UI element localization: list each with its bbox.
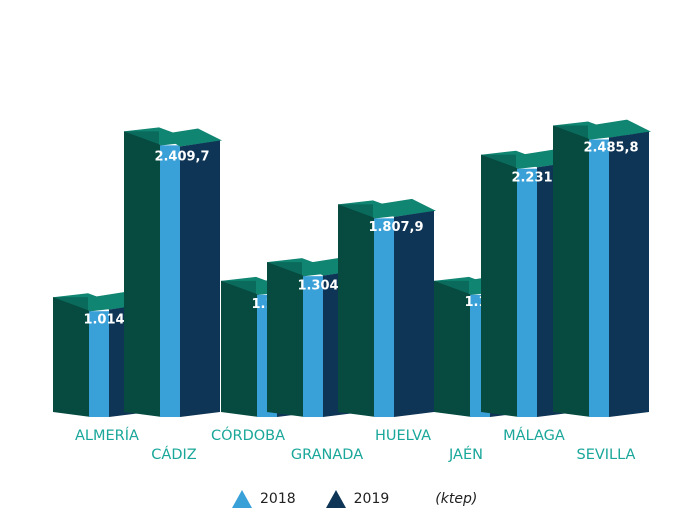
data-label-huelva: 1.807,9 xyxy=(368,220,423,235)
block-side-sevilla xyxy=(553,125,591,417)
block-side-málaga xyxy=(481,154,519,418)
legend-label-2018: 2018 xyxy=(260,491,296,507)
block-side-cádiz xyxy=(124,131,162,417)
bar-2019-huelva xyxy=(394,210,434,417)
category-label-jaén: JAÉN xyxy=(448,446,483,463)
category-label-sevilla: SEVILLA xyxy=(577,447,636,463)
bar-2019-cap-cádiz xyxy=(160,128,222,147)
data-label-cádiz: 2.409,7 xyxy=(154,150,209,165)
category-label-málaga: MÁLAGA xyxy=(503,427,565,444)
bar-2019-sevilla xyxy=(609,131,649,417)
block-side-jaén xyxy=(434,280,472,417)
category-label-córdoba: CÓRDOBA xyxy=(211,426,285,444)
legend-label-2019: 2019 xyxy=(353,491,390,507)
data-label-sevilla: 2.485,8 xyxy=(583,141,638,156)
bar-2019-cádiz xyxy=(180,140,220,417)
category-label-almería: ALMERÍA xyxy=(75,427,139,444)
block-side-huelva xyxy=(338,204,376,417)
bar-2019-cap-sevilla xyxy=(589,119,651,138)
bar-2018-almería xyxy=(89,311,109,417)
triangle-up-icon xyxy=(232,490,252,508)
data-label-málaga: 2.231,2 xyxy=(511,170,566,185)
bar-2018-cádiz xyxy=(160,145,180,417)
category-label-huelva: HUELVA xyxy=(375,428,431,444)
bar-2019-cap-huelva xyxy=(374,198,436,217)
bar-2018-sevilla xyxy=(589,139,609,417)
legend-item-2019: 2019 xyxy=(325,490,390,508)
triangle-up-icon xyxy=(325,490,346,508)
legend-item-2018: 2018 xyxy=(232,490,296,508)
block-side-almería xyxy=(53,297,91,417)
category-label-granada: GRANADA xyxy=(291,447,363,463)
unit-label: (ktep) xyxy=(435,491,478,507)
block-side-córdoba xyxy=(221,280,259,417)
bar-2018-málaga xyxy=(517,168,537,417)
legend: 2018 2019 (ktep) xyxy=(232,488,477,510)
block-side-granada xyxy=(267,262,305,417)
category-label-cádiz: CÁDIZ xyxy=(151,446,196,463)
bar-2018-granada xyxy=(303,276,323,417)
bar-2018-huelva xyxy=(374,218,394,417)
